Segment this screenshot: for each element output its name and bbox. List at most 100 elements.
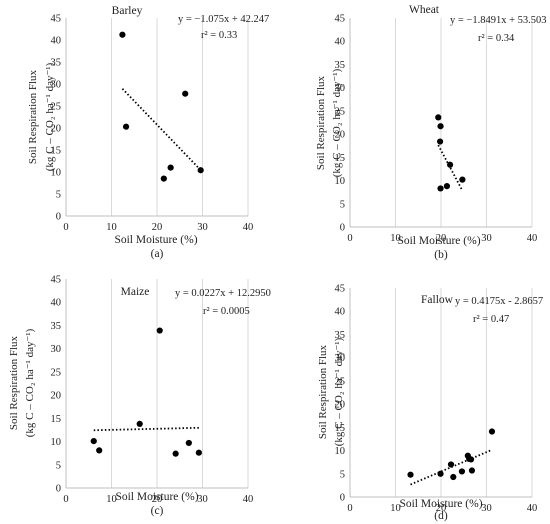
y-axis-label-line2: (kg C – CO₂ ha⁻¹ day⁻¹) <box>333 337 345 446</box>
data-point <box>443 183 451 190</box>
x-tick-label: 40 <box>527 503 538 514</box>
x-tick-label: 0 <box>63 222 68 233</box>
data-point <box>160 175 167 182</box>
data-point <box>167 164 174 171</box>
y-tick-label: 5 <box>340 199 345 210</box>
y-tick-label: 35 <box>51 321 62 332</box>
y-axis-label-line1: Soil Respiration Flux <box>27 69 39 164</box>
y-tick-label: 15 <box>335 153 346 164</box>
data-point <box>467 456 475 463</box>
data-point <box>450 473 457 481</box>
y-tick-label: 45 <box>335 14 346 25</box>
x-tick-label: 0 <box>347 503 352 514</box>
x-tick-label: 20 <box>152 494 163 505</box>
data-point <box>435 114 442 121</box>
y-tick-label: 25 <box>335 376 346 387</box>
y-tick-label: 5 <box>340 469 345 480</box>
chart-panel-4: 0 5 10 15 20 25 30 35 40 45 0 10 20 30 40 Fallow y = 0.4… <box>317 284 543 523</box>
r-squared-label: r² = 0.47 <box>473 314 509 325</box>
x-tick-label: 30 <box>197 494 208 505</box>
y-tick-label: 0 <box>340 223 345 234</box>
y-tick-label: 5 <box>56 190 61 201</box>
x-axis-label: Soil Moisture (%) <box>114 234 197 246</box>
y-axis-label-line1: Soil Respiration Flux <box>317 344 329 439</box>
y-tick-label: 40 <box>51 36 62 47</box>
chart-title: Barley <box>112 5 143 17</box>
x-tick-label: 20 <box>436 503 447 514</box>
y-tick-label: 15 <box>51 414 62 425</box>
data-point <box>172 450 179 457</box>
y-tick-label: 0 <box>56 212 61 223</box>
data-point <box>195 449 202 456</box>
y-tick-label: 45 <box>51 14 62 25</box>
y-tick-label: 10 <box>51 168 62 179</box>
y-tick-label: 30 <box>335 83 346 94</box>
x-tick-label: 20 <box>152 222 163 233</box>
data-point <box>96 447 103 454</box>
y-axis-label-line1: Soil Respiration Flux <box>8 335 20 430</box>
x-tick-label: 10 <box>390 503 401 514</box>
data-point <box>122 123 130 130</box>
trendline-equation: y = 0.4175x - 2.8657 <box>455 296 543 307</box>
y-tick-label: 45 <box>335 284 346 295</box>
x-tick-label: 20 <box>436 233 447 244</box>
y-axis-label-line2: (kg C – CO₂ ha⁻¹ day⁻¹) <box>331 68 343 177</box>
y-tick-label: 10 <box>335 446 346 457</box>
x-tick-label: 30 <box>197 222 208 233</box>
y-axis-label-line1: Soil Respiration Flux <box>315 75 327 170</box>
data-point <box>119 31 126 38</box>
data-point <box>437 123 444 130</box>
data-point <box>468 467 476 474</box>
y-axis-label-line2: (kg C – CO₂ ha⁻¹ day⁻¹) <box>44 62 56 171</box>
x-tick-label: 30 <box>481 233 492 244</box>
x-tick-label: 40 <box>243 494 254 505</box>
trendline-equation: y = 0.0227x + 12.2950 <box>175 288 271 299</box>
x-axis-label: Soil Moisture (%) <box>397 235 480 247</box>
y-tick-label: 30 <box>335 353 346 364</box>
data-point <box>407 471 414 478</box>
trendline-equation: y = −1.8491x + 53.503 <box>450 15 547 26</box>
chart-panel-1: 0 5 10 15 20 25 30 35 40 45 0 10 20 30 40 Barley y = −1.… <box>27 5 269 260</box>
y-tick-label: 30 <box>51 80 62 91</box>
trendline <box>437 144 464 192</box>
r-squared-label: r² = 0.33 <box>201 30 237 41</box>
y-tick-label: 25 <box>51 102 62 113</box>
data-point <box>459 176 466 183</box>
chart-panel-2: 0 5 10 15 20 25 30 35 40 45 0 10 20 30 40 Wheat y = −1.8… <box>315 4 547 261</box>
r-squared-label: r² = 0.0005 <box>203 306 250 317</box>
panel-label: (d) <box>434 510 448 522</box>
y-tick-label: 25 <box>335 106 346 117</box>
data-point <box>185 439 192 447</box>
x-tick-label: 40 <box>527 233 538 244</box>
y-tick-label: 0 <box>56 484 61 495</box>
data-point <box>182 90 189 97</box>
y-tick-label: 45 <box>51 275 62 286</box>
y-tick-label: 15 <box>51 146 62 157</box>
y-tick-label: 5 <box>56 460 61 471</box>
data-point <box>458 468 466 475</box>
r-squared-label: r² = 0.34 <box>478 33 515 44</box>
x-tick-label: 30 <box>481 503 492 514</box>
y-tick-label: 40 <box>335 37 346 48</box>
y-tick-label: 35 <box>335 330 346 341</box>
chart-title: Maize <box>121 286 150 298</box>
data-point <box>156 327 163 334</box>
data-point <box>136 420 143 428</box>
panel-label: (a) <box>151 248 164 260</box>
data-point <box>437 470 444 477</box>
y-tick-label: 40 <box>51 298 62 309</box>
panel-label: (b) <box>434 249 448 261</box>
data-point <box>488 428 496 435</box>
trendline <box>93 426 199 432</box>
data-point <box>436 138 444 145</box>
x-tick-label: 10 <box>390 233 401 244</box>
x-tick-label: 0 <box>63 494 68 505</box>
y-tick-label: 25 <box>51 367 62 378</box>
y-tick-label: 20 <box>335 400 346 411</box>
y-tick-label: 40 <box>335 307 346 318</box>
y-tick-label: 20 <box>335 130 346 141</box>
y-tick-label: 35 <box>335 60 346 71</box>
x-tick-label: 10 <box>106 222 117 233</box>
y-tick-label: 10 <box>335 176 346 187</box>
